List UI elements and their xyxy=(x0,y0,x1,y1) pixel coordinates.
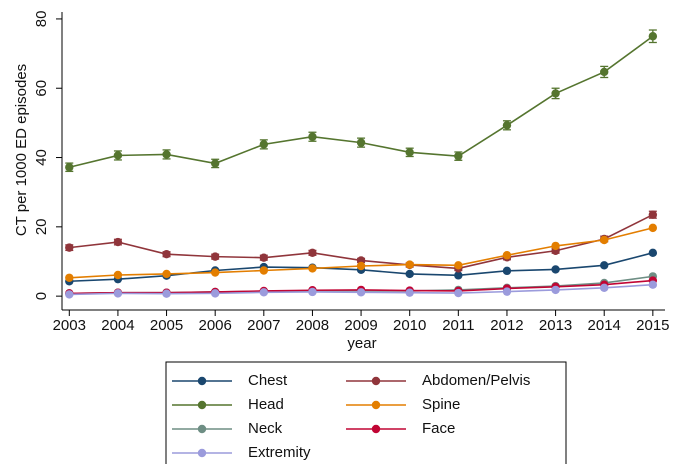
marker xyxy=(551,241,560,251)
marker xyxy=(162,150,171,159)
legend-label: Chest xyxy=(248,372,288,389)
marker xyxy=(210,268,220,277)
marker xyxy=(259,140,269,149)
legend-marker xyxy=(197,448,207,458)
marker xyxy=(454,261,463,270)
marker xyxy=(65,243,74,252)
marker xyxy=(454,151,463,161)
marker xyxy=(648,280,658,289)
marker xyxy=(113,151,123,160)
marker xyxy=(210,289,220,298)
marker xyxy=(308,287,317,297)
legend-marker xyxy=(371,400,381,410)
marker xyxy=(405,148,414,157)
marker xyxy=(308,264,317,273)
marker xyxy=(162,269,171,279)
y-tick-label: 0 xyxy=(33,292,50,300)
marker xyxy=(65,163,74,172)
marker xyxy=(259,253,269,262)
x-axis-label: year xyxy=(347,335,376,352)
x-tick-label: 2008 xyxy=(296,317,329,334)
legend-marker xyxy=(197,376,207,386)
legend-box xyxy=(165,361,567,467)
marker xyxy=(648,32,658,41)
marker xyxy=(502,266,512,276)
marker xyxy=(356,288,366,297)
x-tick-label: 2010 xyxy=(393,317,426,334)
marker xyxy=(113,237,123,247)
x-tick-label: 2009 xyxy=(344,317,377,334)
marker xyxy=(454,271,463,280)
marker xyxy=(259,266,269,275)
marker xyxy=(356,261,366,271)
marker xyxy=(454,288,463,298)
marker xyxy=(405,269,414,279)
x-tick-label: 2014 xyxy=(588,317,621,334)
marker xyxy=(308,248,317,258)
y-tick-label: 40 xyxy=(33,149,50,166)
marker xyxy=(210,252,220,261)
legend-label: Face xyxy=(422,420,455,437)
marker xyxy=(648,223,658,233)
marker xyxy=(600,235,609,245)
x-tick-label: 2005 xyxy=(150,317,183,334)
marker xyxy=(259,288,269,297)
legend-marker xyxy=(371,376,381,386)
y-tick-label: 20 xyxy=(33,218,50,235)
legend-marker xyxy=(371,424,381,434)
y-tick-label: 80 xyxy=(33,11,50,28)
legend-marker xyxy=(197,424,207,434)
marker xyxy=(551,265,560,274)
y-tick-label: 60 xyxy=(33,80,50,97)
marker xyxy=(600,283,609,293)
marker xyxy=(113,289,123,298)
marker xyxy=(551,89,560,98)
marker xyxy=(551,285,560,295)
marker xyxy=(502,121,512,130)
marker xyxy=(405,288,414,297)
marker xyxy=(308,132,317,141)
x-tick-label: 2006 xyxy=(198,317,231,334)
legend-label: Extremity xyxy=(248,444,311,461)
x-tick-label: 2004 xyxy=(101,317,134,334)
marker xyxy=(113,270,123,280)
marker xyxy=(162,289,171,298)
x-tick-label: 2003 xyxy=(53,317,86,334)
x-tick-label: 2013 xyxy=(539,317,572,334)
legend-label: Abdomen/Pelvis xyxy=(422,372,530,389)
marker xyxy=(648,210,658,219)
legend-label: Spine xyxy=(422,396,460,413)
marker xyxy=(648,248,658,258)
marker xyxy=(405,260,414,269)
legend-label: Head xyxy=(248,396,284,413)
marker xyxy=(65,273,74,282)
x-tick-label: 2011 xyxy=(442,317,474,334)
marker xyxy=(210,159,220,168)
marker xyxy=(502,251,512,260)
marker xyxy=(502,287,512,296)
legend-marker xyxy=(197,400,207,410)
x-tick-label: 2015 xyxy=(636,317,669,334)
marker xyxy=(356,138,366,147)
x-tick-label: 2007 xyxy=(247,317,280,334)
marker xyxy=(162,250,171,259)
marker xyxy=(600,261,609,270)
x-tick-label: 2012 xyxy=(490,317,523,334)
marker xyxy=(65,290,74,299)
legend-label: Neck xyxy=(248,420,283,437)
marker xyxy=(600,67,609,77)
y-axis-label: CT per 1000 ED episodes xyxy=(13,64,30,236)
